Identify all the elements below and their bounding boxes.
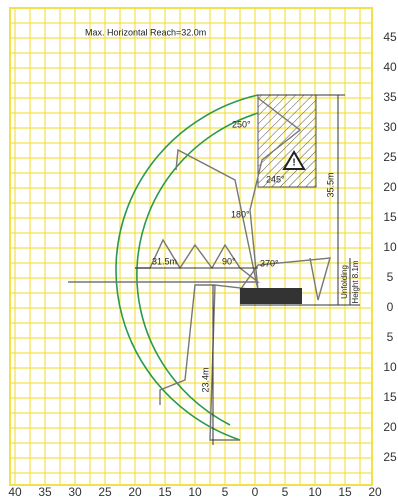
- y-label: 25: [383, 150, 397, 164]
- x-label: 15: [338, 485, 352, 499]
- angle-label: 245°: [266, 174, 285, 184]
- reach-label: 31.5m: [152, 256, 177, 266]
- warning-icon: [282, 150, 306, 170]
- y-label: 10: [383, 240, 397, 254]
- x-label: 40: [8, 485, 22, 499]
- unfolding-label: Unfolding: [340, 265, 349, 299]
- y-label: 15: [383, 210, 397, 224]
- angle-label: 370°: [260, 258, 279, 268]
- warning-mark: !: [292, 158, 295, 169]
- y-label: 35: [383, 90, 397, 104]
- y-label: 25: [383, 450, 397, 464]
- y-label: 40: [383, 60, 397, 74]
- y-label: 20: [383, 180, 397, 194]
- unfolding-label: Height 8.1m: [351, 260, 360, 303]
- y-label: 20: [383, 420, 397, 434]
- y-label: 30: [383, 120, 397, 134]
- angle-label: 250°: [232, 119, 251, 129]
- x-label: 5: [222, 485, 229, 499]
- inner-arc: [136, 112, 259, 426]
- dimension-lines: [135, 94, 360, 445]
- y-label: 0: [387, 300, 394, 314]
- reach-arcs: [115, 94, 259, 441]
- title: Max. Horizontal Reach=32.0m: [85, 27, 206, 37]
- y-label: 15: [383, 390, 397, 404]
- x-label: 20: [128, 485, 142, 499]
- grid: [10, 7, 372, 485]
- x-label: 25: [98, 485, 112, 499]
- x-label: 20: [368, 485, 382, 499]
- x-label: 10: [188, 485, 202, 499]
- x-label: 15: [158, 485, 172, 499]
- angle-label: 180°: [231, 209, 250, 219]
- grid-frame: [9, 7, 373, 486]
- outer-arc: [115, 94, 259, 441]
- x-label: 0: [252, 485, 259, 499]
- x-label: 30: [68, 485, 82, 499]
- y-label: 5: [387, 330, 394, 344]
- y-label: 10: [383, 360, 397, 374]
- x-label: 5: [282, 485, 289, 499]
- y-label: 45: [383, 30, 397, 44]
- truck: [240, 288, 302, 304]
- angle-label: 90°: [222, 256, 236, 266]
- y-label: 5: [387, 270, 394, 284]
- x-label: 35: [38, 485, 52, 499]
- x-label: 10: [308, 485, 322, 499]
- depth-label: 23.4m: [200, 367, 210, 392]
- height-label: 35.5m: [325, 172, 335, 197]
